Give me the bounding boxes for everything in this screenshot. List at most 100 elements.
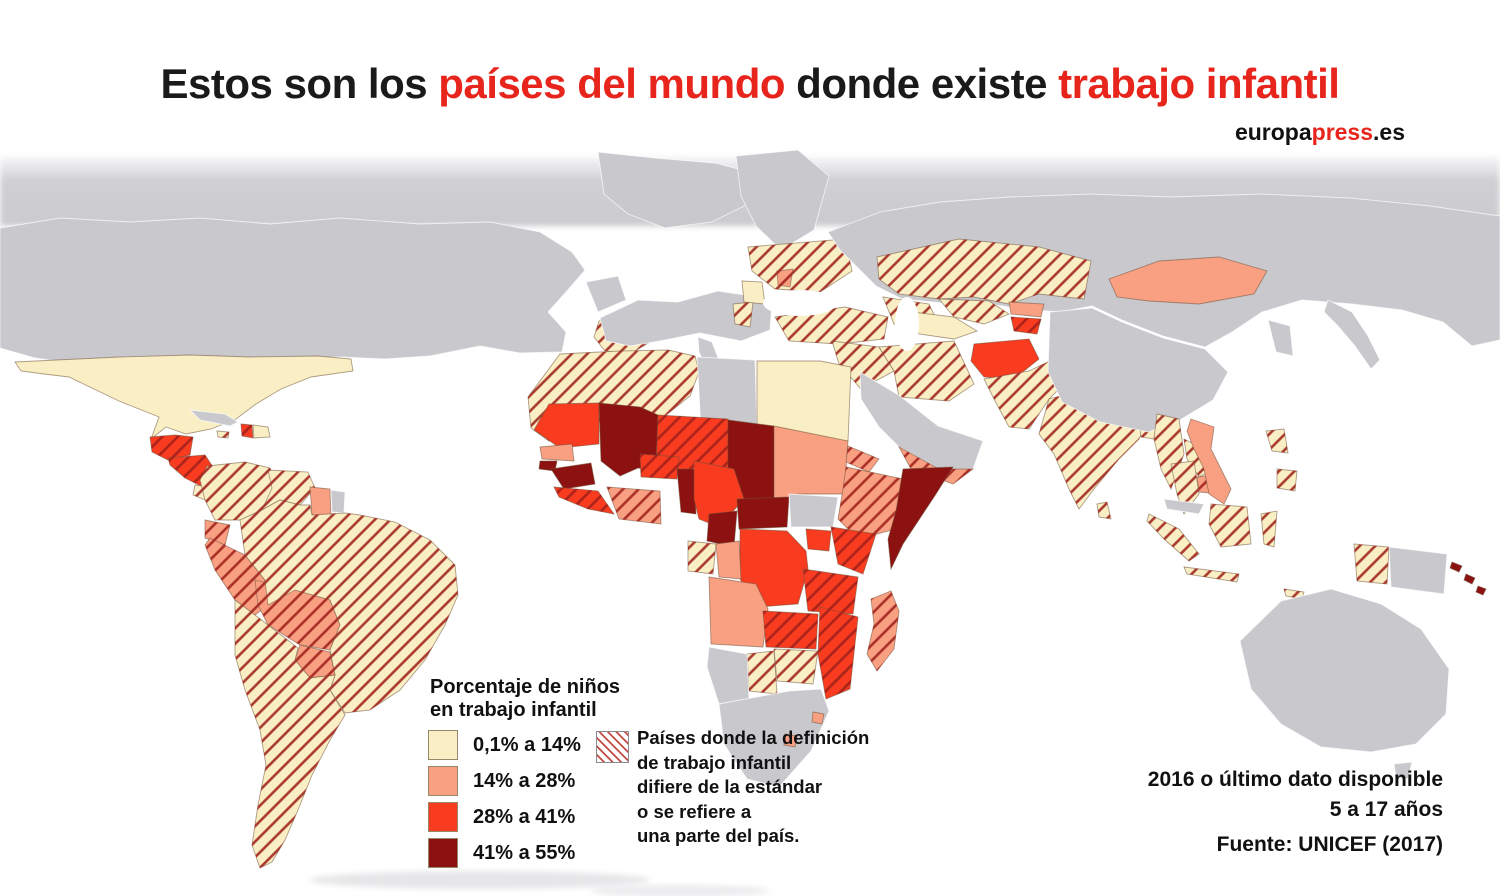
legend-item-c3: 28% a 41% (428, 802, 581, 832)
region-hatch-eritrea_djibouti (846, 446, 879, 472)
region-hatch-guatemala (150, 435, 193, 460)
region-hatch-iraq_syria (832, 341, 894, 389)
region-hatch-indonesia_papua (1354, 544, 1389, 584)
region-hatch-botswana (747, 651, 777, 694)
page-title: Estos son los países del mundo donde exi… (0, 60, 1500, 108)
legend-swatch-c4 (428, 838, 458, 868)
region-hatch-tajikistan (1011, 317, 1041, 334)
map-water-layer (763, 290, 919, 351)
region-hatch-gabon_eqguinea (688, 541, 716, 574)
region-japan (1323, 299, 1381, 370)
legend-label-c4: 41% a 55% (473, 841, 576, 864)
region-hatch-kazakhstan (877, 239, 1091, 304)
hatched-pattern-swatch (596, 731, 629, 763)
region-hatch-burkina_faso (640, 454, 679, 479)
region-togo_benin (676, 468, 697, 515)
region-hatch-jamaica (217, 431, 229, 438)
region-hatch-venezuela (262, 470, 315, 510)
region-hatch-peru (205, 538, 268, 615)
region-kyrgyzstan (1008, 301, 1045, 318)
legend-swatch-c2 (428, 766, 458, 796)
title-segment-2: donde existe (785, 60, 1059, 107)
title-segment-0: Estos son los (160, 60, 439, 107)
region-hatch-zimbabwe (774, 649, 818, 684)
antarctic-fragment (310, 871, 650, 889)
region-hatch-paraguay (295, 645, 335, 678)
region-png (1388, 546, 1448, 595)
region-hatch-argentina_chile (235, 600, 345, 868)
region-dominican_republic (252, 424, 271, 439)
region-hatch-sri_lanka (1097, 502, 1111, 519)
region-hatch-uzbekistan (939, 299, 1009, 324)
region-south_sudan (788, 493, 839, 528)
region-hatch-sierra_leone_liberia (554, 487, 614, 514)
region-lesotho (783, 733, 798, 748)
map-regions-layer (0, 149, 1500, 869)
region-hatch-colombia (200, 462, 280, 520)
region-romania (741, 280, 766, 305)
region-hatch-indonesia_java (1184, 567, 1239, 582)
source-credit: Fuente: UNICEF (2017) (1216, 833, 1443, 856)
legend-title: Porcentaje de niños en trabajo infantil (430, 676, 621, 721)
region-hatch-haiti (241, 424, 253, 438)
region-hatch-moldova (777, 269, 793, 287)
region-uganda (805, 528, 832, 552)
legend-item-c2: 14% a 28% (428, 766, 581, 796)
region-hatch-tanzania (803, 569, 858, 614)
logo-part-press: press (1311, 119, 1374, 145)
region-malaysia (1163, 498, 1205, 515)
region-hatch-ukraine (748, 239, 852, 292)
region-guinea (550, 462, 596, 490)
region-hatch-kenya (831, 527, 876, 574)
logo-part-europa: europa (1234, 119, 1312, 145)
region-senegal (539, 443, 575, 462)
region-suriname (330, 489, 346, 514)
region-australia (1239, 588, 1450, 780)
region-congo (715, 540, 742, 580)
region-hatch-madagascar (867, 591, 899, 671)
region-mauritania (533, 402, 600, 449)
region-hatch-thailand (1171, 461, 1199, 514)
region-solomon_islands (1449, 561, 1487, 596)
region-north_america (0, 217, 586, 364)
region-mongolia (1108, 256, 1268, 305)
region-mexico (14, 354, 354, 441)
legend-label-c1: 0,1% a 14% (473, 733, 581, 756)
region-car (736, 496, 790, 530)
region-hatch-mozambique_malawi (818, 607, 858, 699)
legend-label-c3: 28% a 41% (473, 805, 576, 828)
antarctic-fragment (590, 885, 770, 896)
legend-label-c2: 14% a 28% (473, 769, 576, 792)
region-somalia (887, 466, 954, 571)
region-hatch-ethiopia (838, 467, 903, 539)
region-swaziland (811, 711, 825, 725)
legend-swatch-c1 (428, 730, 458, 760)
footnote-year-age: 2016 o último dato disponible 5 a 17 año… (1147, 768, 1443, 821)
region-hatch-zambia (763, 611, 818, 649)
region-hatch-philippines (1266, 429, 1297, 491)
brand-logo: europapress.es (1235, 119, 1405, 146)
region-hatch-pakistan (984, 359, 1069, 429)
region-hatch-yemen (899, 447, 973, 484)
region-sudan (773, 425, 849, 505)
region-china (1047, 307, 1229, 433)
region-hatch-turkey (775, 307, 888, 344)
region-cuba (188, 409, 239, 427)
legend-swatch-c3 (428, 802, 458, 832)
region-hatch-indonesia_sulawesi (1261, 511, 1277, 547)
region-scandinavia (735, 149, 830, 251)
region-europe_main (599, 290, 773, 347)
region-hatch-cote_divoire_ghana (607, 487, 661, 524)
region-korea (1267, 319, 1294, 357)
region-hatch-indonesia_borneo (1209, 504, 1251, 547)
region-vietnam (1186, 418, 1232, 505)
legend-items: 0,1% a 14% 14% a 28% 28% a 41% 41% a 55% (428, 730, 581, 874)
region-south_africa (718, 688, 830, 788)
legend-item-c4: 41% a 55% (428, 838, 581, 868)
logo-part-es: .es (1373, 119, 1405, 145)
black-sea (763, 290, 837, 316)
region-greenland (597, 151, 766, 229)
legend-item-c1: 0,1% a 14% (428, 730, 581, 760)
